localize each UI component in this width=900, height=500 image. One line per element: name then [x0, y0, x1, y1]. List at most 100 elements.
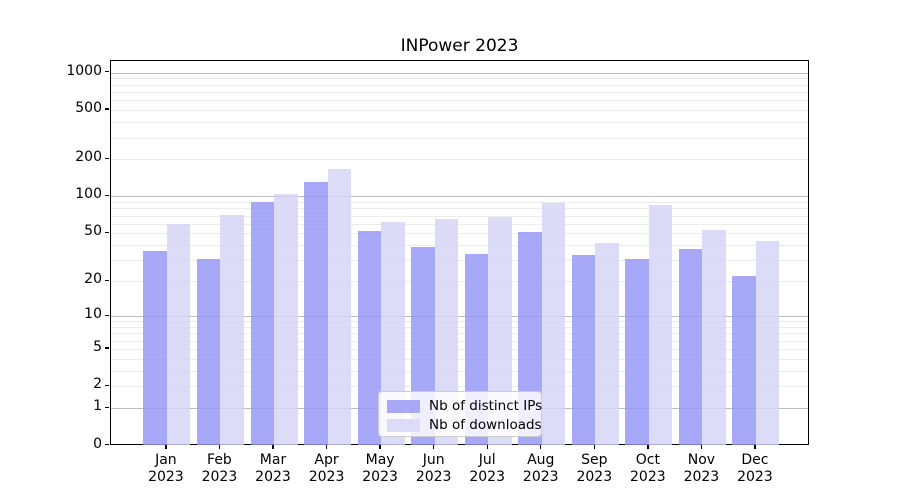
bar-downloads-dec [755, 241, 780, 445]
bar-downloads-feb [220, 214, 244, 445]
plot-area [110, 60, 809, 445]
y-tick-label-100: 100 [75, 186, 102, 203]
legend-item-downloads: Nb of downloads [387, 416, 542, 434]
y-tick-label-500: 500 [75, 100, 102, 116]
y-tick-1 [105, 406, 109, 408]
gridline-100 [111, 196, 808, 198]
x-tick-oct [647, 445, 649, 449]
y-tick-50 [105, 231, 109, 234]
gridline-10 [111, 316, 808, 318]
x-tick-sep [593, 445, 595, 449]
gridline-700 [111, 91, 808, 93]
bar-downloads-mar [274, 193, 298, 445]
bar-ips-mar [250, 202, 274, 445]
legend-label-ips: Nb of distinct IPs [429, 398, 543, 414]
legend-swatch-downloads-icon [387, 418, 420, 432]
y-tick-label-20: 20 [84, 271, 102, 288]
x-tick-jun [432, 445, 435, 449]
x-tick-label-apr: Apr 2023 [308, 452, 345, 485]
bar-ips-apr [304, 182, 328, 445]
bar-downloads-aug [541, 202, 566, 445]
y-tick-label-1: 1 [93, 398, 102, 415]
x-tick-label-jan: Jan 2023 [148, 452, 184, 485]
gridline-400 [111, 122, 808, 124]
bar-downloads-jan [166, 223, 191, 445]
x-tick-label-may: May 2023 [362, 452, 398, 485]
legend-swatch-ips-icon [387, 399, 420, 413]
bar-ips-feb [196, 258, 221, 445]
bar-downloads-oct [648, 204, 673, 445]
gridline-500 [111, 110, 808, 111]
gridline-4 [111, 358, 808, 360]
x-tick-jul [486, 445, 488, 449]
gridline-1000 [111, 72, 808, 74]
gridline-60 [111, 223, 808, 225]
x-tick-dec [754, 445, 756, 449]
bar-ips-nov [678, 249, 703, 445]
y-tick-500 [105, 108, 109, 110]
x-tick-apr [325, 445, 328, 449]
x-tick-nov [700, 445, 703, 449]
x-tick-label-nov: Nov 2023 [683, 452, 720, 485]
x-tick-label-feb: Feb 2023 [201, 452, 238, 485]
bar-downloads-jul [488, 217, 512, 445]
bar-downloads-jun [434, 219, 459, 445]
x-tick-label-oct: Oct 2023 [630, 452, 666, 485]
y-tick-label-0: 0 [93, 435, 102, 452]
y-tick-1000 [105, 70, 109, 73]
bar-downloads-apr [327, 169, 352, 445]
y-tick-2 [105, 384, 109, 387]
x-tick-label-jun: Jun 2023 [415, 452, 452, 485]
gridline-900 [111, 78, 808, 80]
bar-downloads-sep [595, 242, 619, 445]
gridline-5 [111, 348, 808, 350]
gridline-9 [111, 321, 808, 323]
y-tick-label-2: 2 [93, 376, 102, 393]
gridline-3 [111, 370, 808, 372]
legend-item-distinct-ips: Nb of distinct IPs [387, 397, 542, 415]
gridline-30 [111, 260, 808, 262]
legend: Nb of distinct IPs Nb of downloads [378, 391, 542, 437]
bar-ips-sep [571, 255, 596, 445]
gridline-20 [111, 281, 808, 283]
y-tick-5 [105, 347, 109, 349]
x-tick-feb [218, 445, 221, 449]
bar-ips-dec [732, 276, 756, 445]
gridline-8 [111, 327, 808, 329]
bar-ips-oct [625, 258, 649, 445]
x-tick-label-jul: Jul 2023 [469, 452, 505, 485]
gridline-300 [111, 137, 808, 139]
x-tick-jan [165, 445, 167, 449]
gridline-80 [111, 208, 808, 210]
bar-ips-jan [143, 250, 167, 445]
gridline-200 [111, 159, 808, 161]
y-tick-label-5: 5 [93, 338, 102, 355]
y-tick-label-1000: 1000 [66, 62, 102, 79]
x-tick-label-dec: Dec 2023 [737, 452, 773, 485]
legend-label-downloads: Nb of downloads [429, 417, 542, 433]
x-tick-label-mar: Mar 2023 [255, 452, 291, 485]
gridline-2 [111, 386, 808, 388]
gridline-50 [111, 233, 808, 235]
gridline-600 [111, 100, 808, 102]
gridline-6 [111, 340, 808, 342]
chart-title: INPower 2023 [400, 36, 519, 56]
bar-downloads-nov [702, 230, 726, 445]
gridline-40 [111, 245, 808, 247]
gridline-7 [111, 333, 808, 335]
gridline-70 [111, 215, 808, 217]
y-tick-20 [105, 279, 109, 281]
x-tick-may [379, 445, 381, 449]
y-tick-0 [105, 444, 109, 446]
x-tick-aug [540, 445, 542, 449]
gridline-90 [111, 202, 808, 204]
y-tick-label-50: 50 [84, 223, 102, 240]
y-tick-10 [105, 314, 109, 316]
bar-ips-may [357, 231, 382, 445]
bar-downloads-may [381, 221, 405, 445]
y-tick-200 [105, 157, 109, 159]
x-tick-label-sep: Sep 2023 [576, 452, 613, 485]
y-tick-label-200: 200 [75, 149, 102, 166]
gridline-800 [111, 84, 808, 86]
